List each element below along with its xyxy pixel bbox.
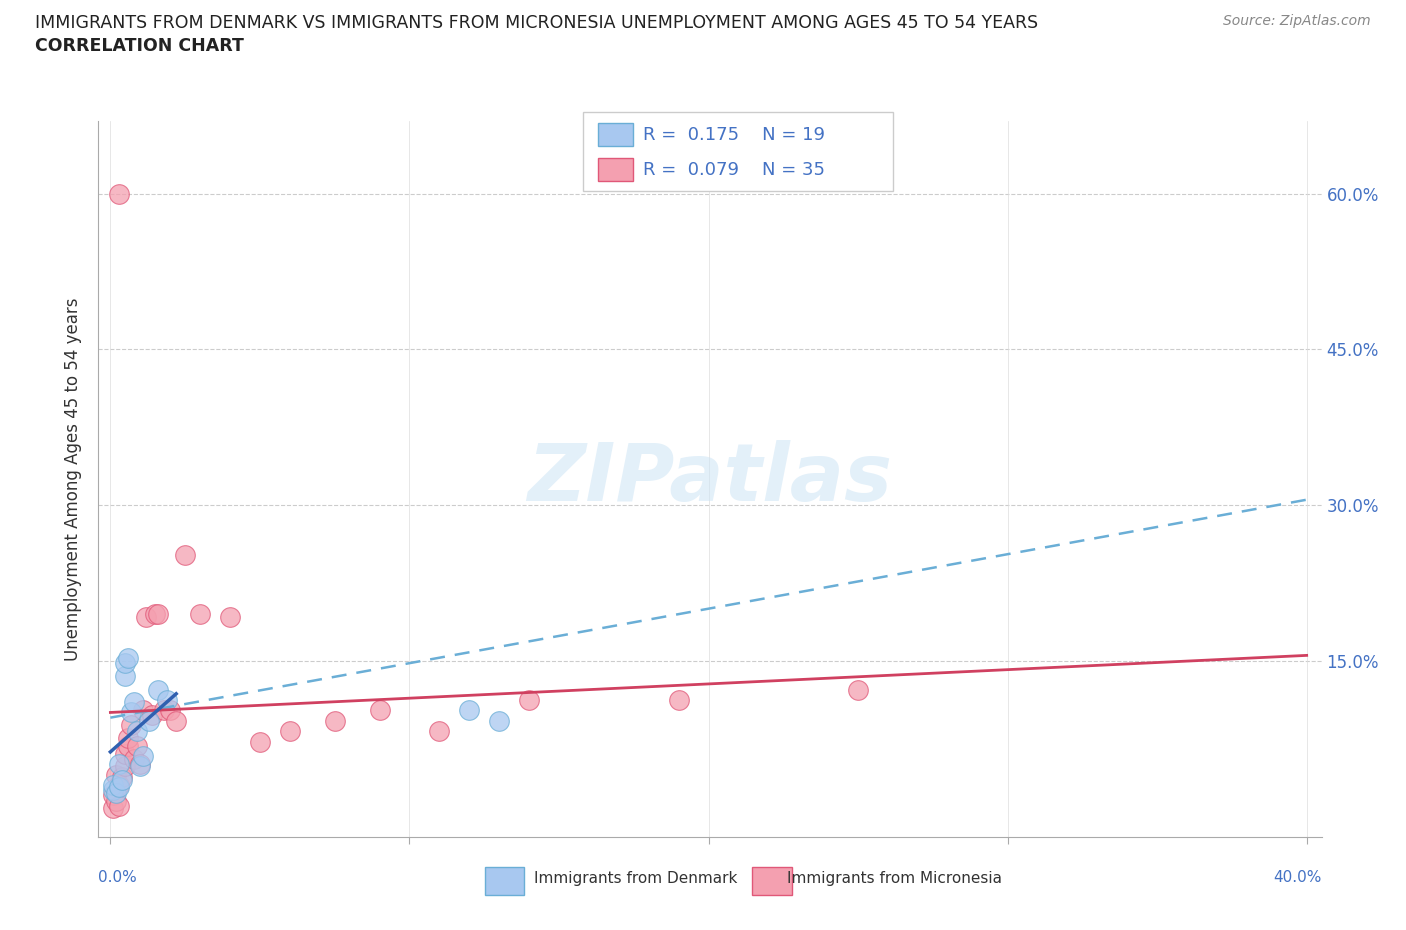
Point	[105, 786, 128, 801]
Point	[117, 738, 139, 753]
Point	[108, 779, 131, 794]
Point	[114, 747, 136, 762]
Text: Immigrants from Micronesia: Immigrants from Micronesia	[787, 871, 1002, 886]
Point	[323, 713, 346, 728]
Point	[153, 703, 176, 718]
Point	[159, 703, 181, 718]
Point	[108, 186, 131, 201]
Point	[108, 777, 131, 792]
Point	[427, 724, 450, 738]
Text: Immigrants from Denmark: Immigrants from Denmark	[534, 871, 738, 886]
Point	[129, 757, 152, 772]
Point	[138, 713, 160, 728]
Point	[114, 759, 136, 774]
Point	[127, 738, 149, 753]
Point	[517, 693, 540, 708]
Point	[135, 609, 157, 624]
Point	[141, 707, 163, 722]
Point	[148, 606, 170, 621]
Point	[188, 606, 211, 621]
Point	[117, 731, 139, 746]
Point	[103, 788, 125, 803]
Point	[120, 717, 142, 732]
Point	[132, 703, 155, 718]
Y-axis label: Unemployment Among Ages 45 to 54 years: Unemployment Among Ages 45 to 54 years	[63, 298, 82, 660]
Point	[143, 606, 166, 621]
Point	[103, 777, 125, 792]
Point	[132, 749, 155, 764]
Point	[108, 799, 131, 814]
Text: R =  0.175    N = 19: R = 0.175 N = 19	[643, 126, 824, 144]
Point	[846, 683, 869, 698]
Text: IMMIGRANTS FROM DENMARK VS IMMIGRANTS FROM MICRONESIA UNEMPLOYMENT AMONG AGES 45: IMMIGRANTS FROM DENMARK VS IMMIGRANTS FR…	[35, 14, 1038, 32]
Point	[111, 769, 134, 784]
Point	[219, 609, 242, 624]
Point	[120, 705, 142, 720]
Point	[368, 703, 391, 718]
Point	[174, 547, 197, 562]
Text: Source: ZipAtlas.com: Source: ZipAtlas.com	[1223, 14, 1371, 28]
Text: R =  0.079    N = 35: R = 0.079 N = 35	[643, 161, 824, 179]
Point	[117, 651, 139, 666]
Point	[148, 683, 170, 698]
Point	[114, 669, 136, 684]
Text: CORRELATION CHART: CORRELATION CHART	[35, 37, 245, 55]
Point	[105, 793, 128, 808]
Point	[124, 695, 146, 710]
Point	[165, 713, 187, 728]
Point	[103, 801, 125, 816]
Point	[105, 767, 128, 782]
Point	[129, 759, 152, 774]
Point	[103, 783, 125, 798]
Point	[668, 693, 690, 708]
Text: 0.0%: 0.0%	[98, 870, 138, 884]
Point	[156, 693, 179, 708]
Point	[127, 724, 149, 738]
Point	[488, 713, 510, 728]
Point	[114, 656, 136, 671]
Text: 40.0%: 40.0%	[1274, 870, 1322, 884]
Point	[111, 773, 134, 788]
Point	[108, 757, 131, 772]
Point	[249, 734, 271, 749]
Point	[458, 703, 481, 718]
Point	[278, 724, 301, 738]
Text: ZIPatlas: ZIPatlas	[527, 440, 893, 518]
Point	[124, 751, 146, 766]
